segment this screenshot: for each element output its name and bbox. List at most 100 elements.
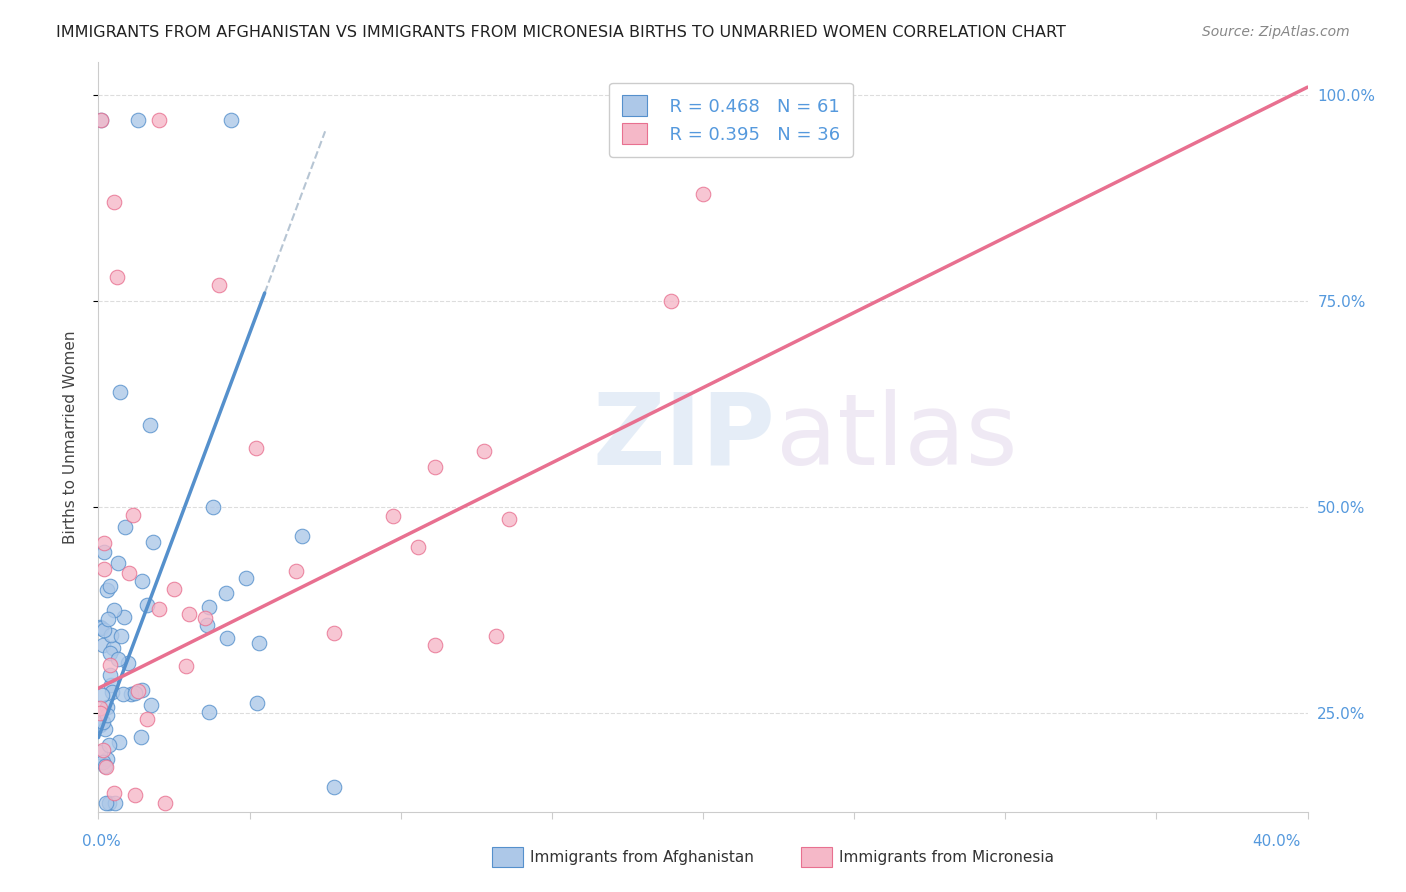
Point xyxy=(103,195,125,210)
Point xyxy=(91,743,114,757)
Point xyxy=(100,677,122,691)
Point xyxy=(96,708,118,723)
Point xyxy=(118,566,141,581)
Point xyxy=(93,545,115,559)
Point xyxy=(107,556,129,570)
Point xyxy=(139,417,162,432)
Text: ZIP: ZIP xyxy=(593,389,776,485)
Point xyxy=(142,535,165,549)
Point xyxy=(291,528,314,542)
Point xyxy=(423,638,446,652)
Point xyxy=(208,277,231,292)
Point xyxy=(91,638,114,652)
Point xyxy=(108,735,131,749)
Point xyxy=(127,113,149,128)
Point xyxy=(323,780,346,794)
Point xyxy=(98,797,121,811)
Point xyxy=(127,684,149,698)
Text: atlas: atlas xyxy=(776,389,1017,485)
Point xyxy=(111,687,134,701)
Point xyxy=(131,730,153,744)
Point xyxy=(103,786,125,800)
Point xyxy=(179,607,201,621)
Point xyxy=(235,571,257,585)
Point xyxy=(89,717,111,731)
Text: 0.0%: 0.0% xyxy=(82,834,121,848)
Point xyxy=(96,699,118,714)
Point xyxy=(98,657,121,672)
Point xyxy=(90,621,112,635)
Text: Immigrants from Afghanistan: Immigrants from Afghanistan xyxy=(530,850,754,864)
Text: 40.0%: 40.0% xyxy=(1253,834,1301,848)
Point xyxy=(408,540,430,554)
Text: IMMIGRANTS FROM AFGHANISTAN VS IMMIGRANTS FROM MICRONESIA BIRTHS TO UNMARRIED WO: IMMIGRANTS FROM AFGHANISTAN VS IMMIGRANT… xyxy=(56,25,1066,40)
Point xyxy=(131,682,153,697)
Point xyxy=(93,536,115,550)
Text: Immigrants from Micronesia: Immigrants from Micronesia xyxy=(839,850,1054,864)
Point xyxy=(108,384,131,399)
Point xyxy=(91,756,114,770)
Point xyxy=(174,658,197,673)
Point xyxy=(89,620,111,634)
Point xyxy=(247,636,270,650)
Point xyxy=(323,626,346,640)
Point xyxy=(97,612,120,626)
Point xyxy=(122,508,145,523)
Point xyxy=(93,623,115,637)
Point xyxy=(215,631,238,645)
Point xyxy=(148,113,170,128)
Legend:   R = 0.468   N = 61,   R = 0.395   N = 36: R = 0.468 N = 61, R = 0.395 N = 36 xyxy=(609,83,853,157)
Point xyxy=(245,441,267,455)
Point xyxy=(381,508,404,523)
Point xyxy=(91,688,114,702)
Point xyxy=(148,602,170,616)
Point xyxy=(120,687,142,701)
Point xyxy=(90,113,112,128)
Point xyxy=(104,797,127,811)
Point xyxy=(124,686,146,700)
Point xyxy=(117,656,139,670)
Point xyxy=(246,696,269,710)
Point xyxy=(98,738,121,752)
Point xyxy=(98,668,121,682)
Point xyxy=(198,600,221,615)
Point xyxy=(110,629,132,643)
Point xyxy=(98,579,121,593)
Point xyxy=(98,646,121,660)
Point xyxy=(197,617,219,632)
Point xyxy=(94,760,117,774)
Point xyxy=(131,574,153,588)
Y-axis label: Births to Unmarried Women: Births to Unmarried Women xyxy=(63,330,77,544)
Point xyxy=(472,443,495,458)
Point xyxy=(485,629,508,643)
Point xyxy=(103,603,125,617)
Point xyxy=(163,582,186,597)
Point xyxy=(136,712,159,726)
Point xyxy=(96,752,118,766)
Point xyxy=(100,628,122,642)
Point xyxy=(215,586,238,600)
Point xyxy=(112,610,135,624)
Point xyxy=(153,797,176,811)
Point xyxy=(139,698,162,712)
Point xyxy=(91,714,114,729)
Point xyxy=(89,745,111,759)
Point xyxy=(498,512,520,526)
Text: Source: ZipAtlas.com: Source: ZipAtlas.com xyxy=(1202,25,1350,39)
Point xyxy=(659,294,682,309)
Point xyxy=(90,113,112,128)
Point xyxy=(221,113,243,128)
Point xyxy=(101,641,124,656)
Point xyxy=(197,705,219,719)
Point xyxy=(96,583,118,598)
Point xyxy=(285,564,308,578)
Point xyxy=(94,759,117,773)
Point xyxy=(423,460,446,475)
Point xyxy=(692,187,714,202)
Point xyxy=(194,611,217,625)
Point xyxy=(93,723,115,737)
Point xyxy=(93,562,115,576)
Point xyxy=(107,652,129,666)
Point xyxy=(105,269,128,284)
Point xyxy=(202,500,225,514)
